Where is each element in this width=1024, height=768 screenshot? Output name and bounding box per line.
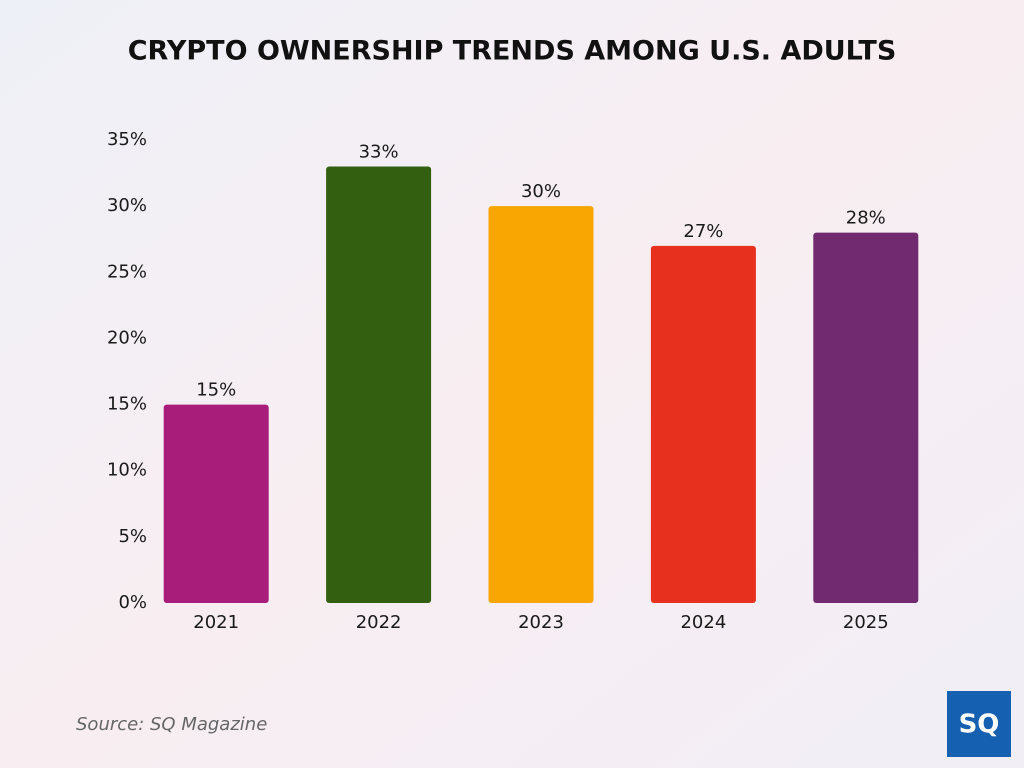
y-tick-label: 5%	[118, 526, 147, 547]
x-tick-label: 2022	[356, 612, 402, 633]
y-tick-label: 10%	[107, 460, 147, 481]
y-tick-label: 25%	[107, 261, 147, 282]
y-tick-label: 15%	[107, 394, 147, 415]
bar	[488, 206, 594, 603]
bar	[813, 232, 919, 603]
x-tick-label: 2021	[193, 612, 239, 633]
bar	[326, 166, 432, 603]
y-tick-label: 20%	[107, 327, 147, 348]
value-label: 33%	[359, 141, 399, 162]
logo-box	[947, 691, 1011, 757]
chart-title: CRYPTO OWNERSHIP TRENDS AMONG U.S. ADULT…	[128, 36, 897, 67]
bar	[650, 245, 756, 604]
logo: SQ	[959, 710, 1000, 740]
x-tick-label: 2023	[518, 612, 564, 633]
source-note: Source: SQ Magazine	[76, 714, 267, 735]
value-label: 30%	[521, 181, 561, 202]
value-label: 28%	[846, 208, 886, 229]
value-label: 15%	[196, 380, 236, 401]
y-tick-label: 35%	[107, 129, 147, 150]
y-tick-label: 0%	[118, 592, 147, 613]
y-tick-label: 30%	[107, 195, 147, 216]
bar	[163, 404, 269, 603]
x-tick-label: 2024	[680, 612, 726, 633]
value-label: 27%	[683, 221, 723, 242]
x-tick-label: 2025	[843, 612, 889, 633]
